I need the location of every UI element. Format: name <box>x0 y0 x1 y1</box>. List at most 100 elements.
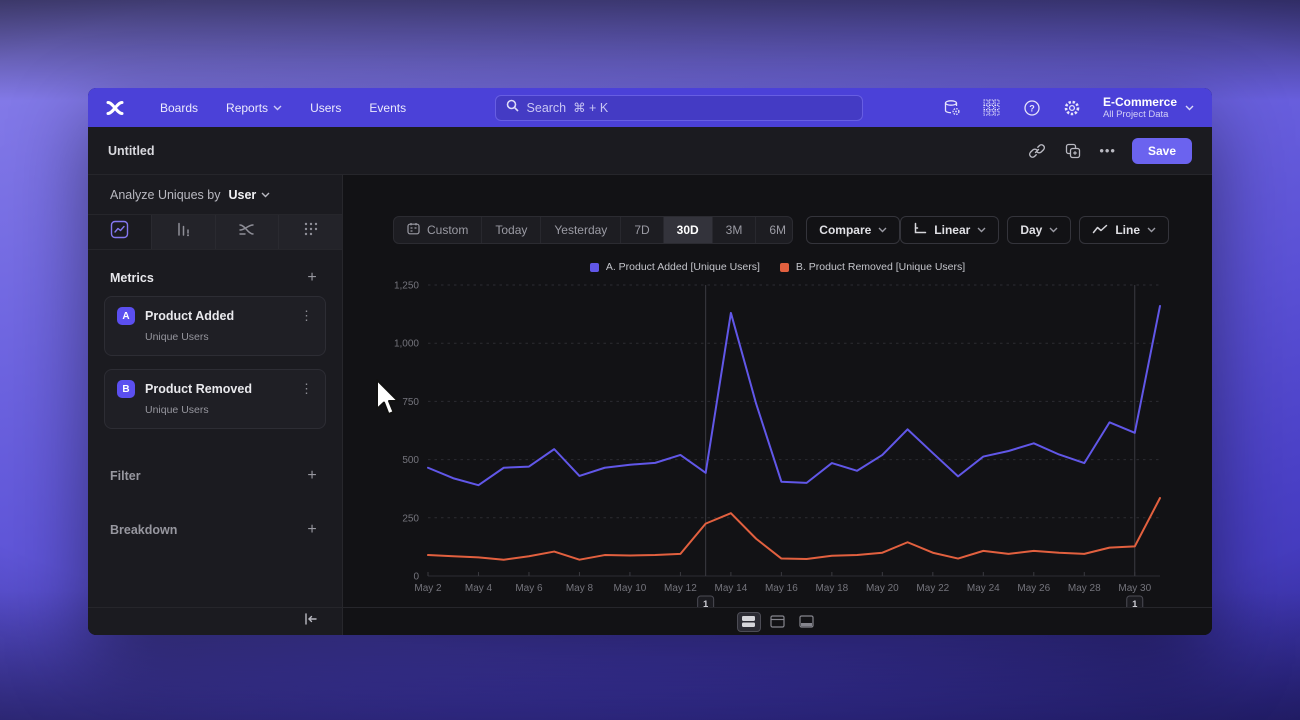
legend-item[interactable]: B. Product Removed [Unique Users] <box>779 261 965 273</box>
tab-insights[interactable] <box>88 215 152 249</box>
x-axis-tick-label: May 14 <box>714 583 747 594</box>
metric-card-a[interactable]: A Product Added ⋮ Unique Users <box>104 296 326 356</box>
nav-item-label: Reports <box>226 100 269 115</box>
nav-item-reports[interactable]: Reports <box>226 101 282 115</box>
range-button-label: Today <box>495 223 528 237</box>
nav-item-users[interactable]: Users <box>310 101 341 115</box>
nav-item-boards[interactable]: Boards <box>160 101 198 115</box>
retention-dots-icon <box>301 220 320 244</box>
analyze-by-value[interactable]: User <box>228 187 257 202</box>
chevron-down-icon <box>1147 227 1156 233</box>
range-button-yesterday[interactable]: Yesterday <box>541 217 622 243</box>
range-button-30d[interactable]: 30D <box>663 217 713 243</box>
tab-retention[interactable] <box>279 215 342 249</box>
compare-button[interactable]: Compare <box>806 216 901 244</box>
apps-grid-icon[interactable] <box>977 93 1007 123</box>
metric-card-b[interactable]: B Product Removed ⋮ Unique Users <box>104 369 326 429</box>
y-axis-tick-label: 1,250 <box>394 281 419 292</box>
metric-card-top: B Product Removed ⋮ <box>117 380 313 398</box>
data-integrations-icon[interactable] <box>937 93 967 123</box>
range-button-today[interactable]: Today <box>482 217 542 243</box>
top-panel-layout-toggle[interactable] <box>766 612 790 632</box>
compare-label: Compare <box>819 223 872 237</box>
y-axis-tick-label: 1,000 <box>394 339 419 350</box>
chevron-down-icon <box>261 192 270 198</box>
range-button-3m[interactable]: 3M <box>713 217 757 243</box>
range-button-label: Yesterday <box>554 223 608 237</box>
metric-options-icon[interactable]: ⋮ <box>300 308 313 323</box>
nav-item-label: Boards <box>160 100 199 115</box>
range-button-label: 7D <box>634 223 650 237</box>
range-button-7d[interactable]: 7D <box>621 217 664 243</box>
bars-funnel-icon <box>174 220 193 244</box>
settings-gear-icon[interactable] <box>1057 93 1087 123</box>
linear-axis-icon <box>913 222 927 238</box>
range-button-label: 30D <box>676 223 699 237</box>
search-box[interactable] <box>494 94 863 121</box>
search-input[interactable] <box>526 100 852 115</box>
metric-title: Product Removed <box>145 382 252 396</box>
layout-toggle-group <box>343 608 1212 635</box>
insights-line-icon <box>110 220 129 244</box>
y-axis-tick-label: 0 <box>413 572 419 583</box>
more-options-icon[interactable]: ••• <box>1099 143 1116 158</box>
x-axis-tick-label: May 6 <box>515 583 543 594</box>
svg-text:?: ? <box>1029 103 1035 113</box>
legend-item[interactable]: A. Product Added [Unique Users] <box>589 261 760 273</box>
chart-area[interactable]: 0 250 500 750 1,000 1,250 May 2 May 4 May 6 May 8… <box>373 273 1212 618</box>
add-breakdown-button[interactable]: + <box>307 521 317 538</box>
help-icon[interactable]: ? <box>1017 93 1047 123</box>
metric-list: A Product Added ⋮ Unique Users B Product Remo… <box>102 296 328 429</box>
y-axis-tick-label: 750 <box>402 397 419 408</box>
legend-label: A. Product Added [Unique Users] <box>605 261 760 273</box>
analyze-by-row[interactable]: Analyze Uniques by User <box>88 175 342 215</box>
calendar-icon <box>407 222 420 238</box>
mixpanel-logo-icon[interactable] <box>102 97 128 119</box>
x-axis-tick-label: May 26 <box>1017 583 1050 594</box>
line-chart[interactable]: 0 250 500 750 1,000 1,250 May 2 May 4 May 6 May 8… <box>373 273 1173 613</box>
link-icon[interactable] <box>1027 141 1047 161</box>
split-rows-layout-toggle[interactable] <box>736 611 761 632</box>
nav-item-events[interactable]: Events <box>369 101 406 115</box>
x-axis-tick-label: May 18 <box>815 583 848 594</box>
collapse-sidebar-icon[interactable] <box>303 612 318 631</box>
chevron-down-icon <box>1185 105 1194 111</box>
duplicate-icon[interactable] <box>1063 141 1083 161</box>
chart-panel: CustomTodayYesterday7D30D3M6M12M Compare <box>343 175 1212 612</box>
range-button-custom[interactable]: Custom <box>394 217 483 243</box>
metric-card-top: A Product Added ⋮ <box>117 307 313 325</box>
report-title[interactable]: Untitled <box>108 143 155 158</box>
range-button-6m[interactable]: 6M <box>756 217 792 243</box>
nav-item-label: Events <box>369 100 407 115</box>
y-axis-tick-label: 500 <box>402 455 419 466</box>
metric-subtitle: Unique Users <box>145 404 209 416</box>
chart-type-select[interactable]: Line <box>1079 216 1169 244</box>
legend-swatch <box>589 262 599 272</box>
chevron-down-icon <box>273 105 282 111</box>
x-axis-tick-label: May 22 <box>916 583 949 594</box>
interval-select[interactable]: Day <box>1007 216 1072 244</box>
chart-controls: CustomTodayYesterday7D30D3M6M12M Compare <box>393 216 1169 244</box>
x-axis-tick-label: May 30 <box>1118 583 1151 594</box>
x-axis-tick-label: May 8 <box>566 583 594 594</box>
add-metric-button[interactable]: + <box>307 269 317 286</box>
query-sidebar: Analyze Uniques by User <box>88 175 343 607</box>
save-button[interactable]: Save <box>1131 137 1192 164</box>
bottom-panel-layout-toggle[interactable] <box>795 612 819 632</box>
tab-funnels[interactable] <box>152 215 216 249</box>
tab-flows[interactable] <box>216 215 280 249</box>
scale-select[interactable]: Linear <box>900 216 1000 244</box>
x-axis-tick-label: May 20 <box>866 583 899 594</box>
add-filter-button[interactable]: + <box>307 467 317 484</box>
date-range-group: CustomTodayYesterday7D30D3M6M12M <box>393 216 794 244</box>
legend-swatch <box>779 262 789 272</box>
metric-options-icon[interactable]: ⋮ <box>300 381 313 396</box>
project-switcher[interactable]: E-Commerce All Project Data <box>1103 95 1194 120</box>
annotation-badge-label: 1 <box>1132 599 1138 610</box>
annotation-badge-label: 1 <box>703 599 709 610</box>
project-subtitle: All Project Data <box>1102 109 1169 120</box>
x-axis-tick-label: May 16 <box>765 583 798 594</box>
breakdown-header: Breakdown <box>110 523 178 537</box>
window-footer <box>88 607 1212 635</box>
chart-legend: A. Product Added [Unique Users] B. Produc… <box>343 261 1212 273</box>
